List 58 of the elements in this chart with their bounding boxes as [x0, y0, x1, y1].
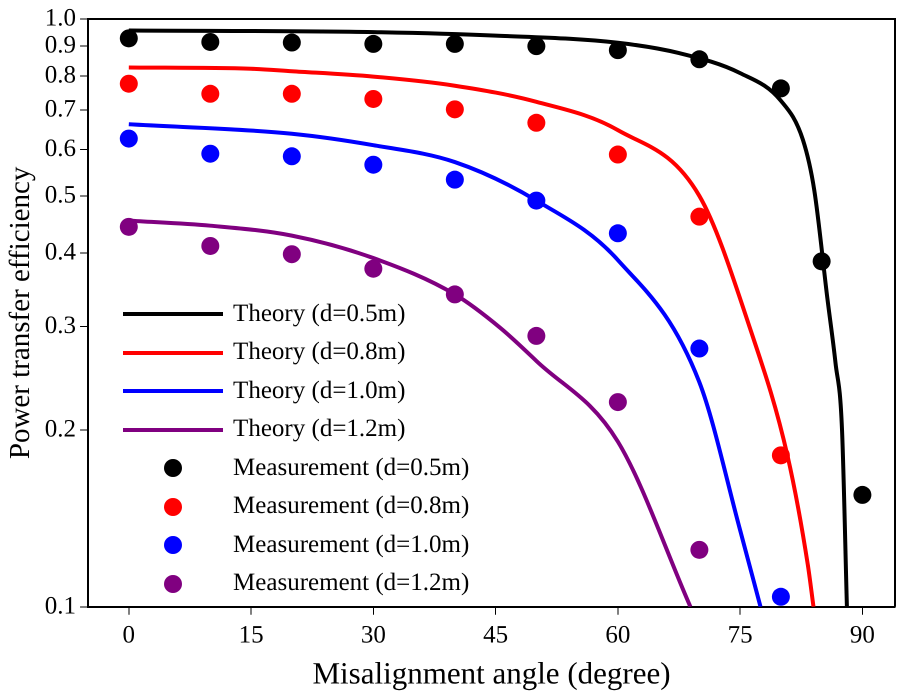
point: [690, 540, 708, 559]
y-tick-label: 0.9: [44, 31, 76, 58]
point: [364, 34, 382, 53]
x-tick-label: 75: [728, 621, 753, 648]
y-tick-label: 0.1: [44, 592, 76, 620]
legend-label: Measurement (d=0.8m): [233, 491, 470, 522]
point: [120, 74, 138, 93]
point: [201, 84, 220, 103]
legend-label: Measurement (d=1.0m): [233, 530, 470, 560]
y-tick-label: 0.2: [44, 415, 76, 442]
point: [446, 170, 464, 189]
point: [120, 29, 138, 48]
legend-label: Measurement (d=0.5m): [233, 452, 470, 483]
point: [201, 144, 220, 163]
point: [690, 340, 708, 358]
point: [527, 114, 546, 132]
point: [853, 486, 872, 504]
y-tick-label: 0.8: [44, 62, 76, 89]
point: [608, 146, 627, 164]
legend-label: Theory (d=1.2m): [233, 414, 406, 444]
y-tick-label: 0.3: [44, 312, 76, 339]
point: [772, 588, 790, 606]
point: [690, 208, 708, 226]
point: [608, 393, 627, 412]
x-tick-label: 15: [238, 621, 264, 648]
x-tick-label: 60: [605, 621, 630, 648]
point: [282, 147, 301, 166]
line-series: [126, 122, 763, 607]
legend-label: Measurement (d=1.2m): [233, 568, 470, 598]
legend-label: Theory (d=1.0m): [233, 376, 406, 406]
y-axis-title: Power transfer efficiency: [4, 166, 36, 460]
point: [282, 34, 301, 52]
y-tick-label: 0.7: [44, 96, 76, 123]
x-axis-title: Misalignment angle (degree): [312, 656, 671, 691]
point: [364, 260, 382, 278]
point: [364, 90, 382, 108]
point: [120, 130, 138, 148]
x-tick-label: 90: [850, 621, 875, 648]
point: [772, 79, 790, 98]
point: [282, 84, 301, 103]
legend-label: Theory (d=0.5m): [233, 298, 406, 329]
point: [201, 236, 220, 255]
point: [527, 326, 546, 345]
x-tick-label: 45: [483, 621, 508, 648]
y-tick-label: 1.0: [44, 4, 76, 32]
y-tick-label: 0.6: [44, 134, 76, 162]
point: [608, 224, 627, 242]
point: [364, 156, 382, 174]
point: [446, 34, 464, 53]
x-tick-label: 0: [122, 621, 136, 648]
point: [527, 37, 546, 56]
y-tick-label: 0.5: [44, 182, 76, 209]
legend-label: Theory (d=0.8m): [233, 337, 406, 368]
point: [446, 100, 464, 118]
point: [282, 245, 301, 264]
point: [201, 32, 220, 51]
x-tick-label: 30: [360, 621, 386, 648]
y-tick-label: 0.4: [44, 238, 77, 266]
